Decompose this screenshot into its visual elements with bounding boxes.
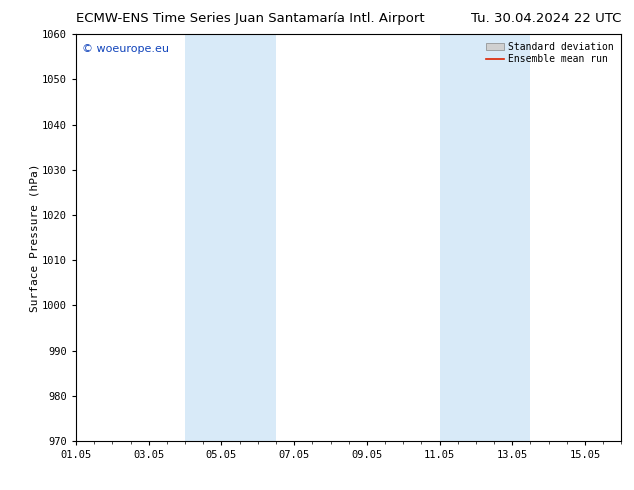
Text: Tu. 30.04.2024 22 UTC: Tu. 30.04.2024 22 UTC: [471, 12, 621, 25]
Bar: [185, 34, 276, 441]
Legend: Standard deviation, Ensemble mean run: Standard deviation, Ensemble mean run: [484, 39, 616, 67]
Text: © woeurope.eu: © woeurope.eu: [82, 45, 169, 54]
Bar: [439, 34, 531, 441]
Text: ECMW-ENS Time Series Juan Santamaría Intl. Airport: ECMW-ENS Time Series Juan Santamaría Int…: [76, 12, 425, 25]
Y-axis label: Surface Pressure (hPa): Surface Pressure (hPa): [29, 163, 39, 312]
